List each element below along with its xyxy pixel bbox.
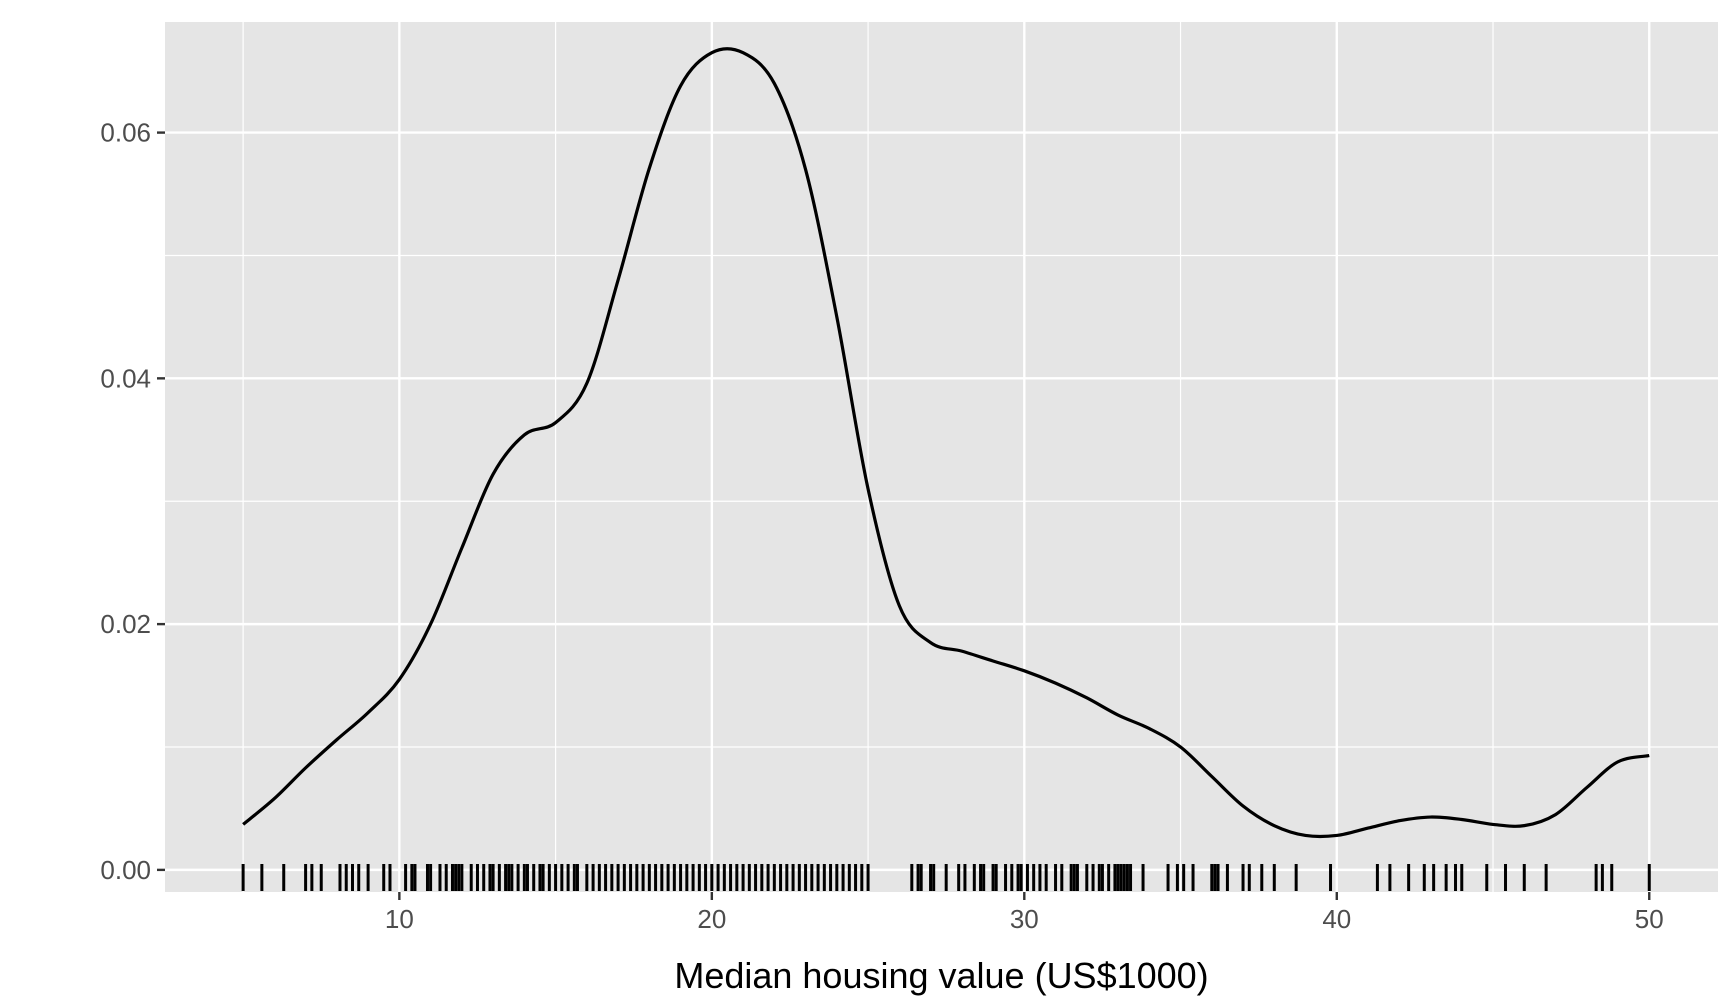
x-tick-label: 50 xyxy=(1635,904,1664,934)
x-tick-label: 30 xyxy=(1010,904,1039,934)
minor-grid xyxy=(165,22,1718,892)
x-tick-label: 20 xyxy=(697,904,726,934)
x-tick-label: 10 xyxy=(385,904,414,934)
x-axis: 10 20 30 40 50 xyxy=(385,892,1664,934)
y-tick-label: 0.04 xyxy=(100,363,151,393)
x-tick-label: 40 xyxy=(1322,904,1351,934)
rug-marks xyxy=(241,864,1651,891)
y-axis: 0.00 0.02 0.04 0.06 xyxy=(100,118,165,885)
y-tick-label: 0.00 xyxy=(100,855,151,885)
plot-panel xyxy=(165,22,1718,892)
density-curve xyxy=(242,47,1650,839)
y-tick-label: 0.02 xyxy=(100,609,151,639)
x-axis-title: Median housing value (US$1000) xyxy=(674,955,1208,996)
major-grid xyxy=(165,22,1718,892)
y-tick-label: 0.06 xyxy=(100,118,151,148)
